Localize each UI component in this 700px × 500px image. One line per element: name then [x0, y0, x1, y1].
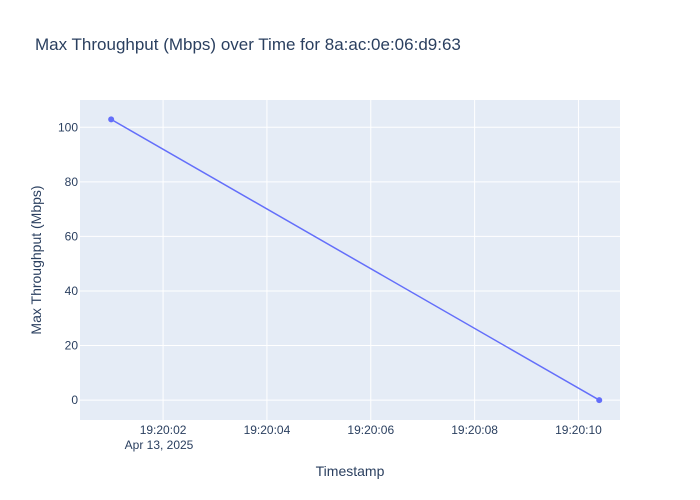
x-gridlines	[162, 100, 579, 420]
x-axis-label: Timestamp	[316, 463, 385, 479]
y-tick-label: 40	[65, 284, 79, 298]
series-line	[110, 118, 600, 401]
y-tick-label: 100	[58, 120, 78, 134]
y-tick-label: 0	[71, 393, 78, 407]
x-date-label: Apr 13, 2025	[125, 438, 194, 452]
y-tick-label: 20	[65, 339, 79, 353]
x-tick-label: 19:20:06	[347, 423, 394, 437]
y-axis-label: Max Throughput (Mbps)	[28, 185, 44, 334]
x-tick-labels: 19:20:02 19:20:04 19:20:06 19:20:08 19:20:10	[140, 423, 602, 437]
chart-title: Max Throughput (Mbps) over Time for 8a:a…	[35, 35, 461, 54]
data-point[interactable]	[108, 116, 115, 123]
data-point[interactable]	[596, 397, 603, 404]
series-max-throughput	[108, 116, 603, 404]
y-tick-labels: 0 20 40 60 80 100	[58, 120, 78, 407]
x-tick-label: 19:20:04	[244, 423, 291, 437]
y-tick-label: 80	[65, 175, 79, 189]
y-gridlines	[80, 126, 620, 401]
x-tick-label: 19:20:08	[451, 423, 498, 437]
x-tick-label: 19:20:10	[555, 423, 602, 437]
x-tick-label: 19:20:02	[140, 423, 187, 437]
y-tick-label: 60	[65, 229, 79, 243]
